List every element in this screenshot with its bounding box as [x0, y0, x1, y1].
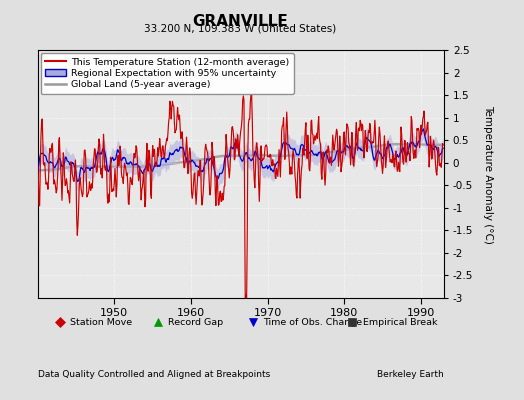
Text: Berkeley Earth: Berkeley Earth — [377, 370, 444, 379]
Text: Data Quality Controlled and Aligned at Breakpoints: Data Quality Controlled and Aligned at B… — [38, 370, 270, 379]
Text: Time of Obs. Change: Time of Obs. Change — [263, 318, 362, 327]
Text: GRANVILLE: GRANVILLE — [193, 14, 288, 29]
Legend: This Temperature Station (12-month average), Regional Expectation with 95% uncer: This Temperature Station (12-month avera… — [40, 53, 294, 94]
Text: 33.200 N, 109.383 W (United States): 33.200 N, 109.383 W (United States) — [145, 23, 336, 33]
Text: Record Gap: Record Gap — [168, 318, 223, 327]
Text: Empirical Break: Empirical Break — [363, 318, 437, 327]
Text: Station Move: Station Move — [70, 318, 133, 327]
Y-axis label: Temperature Anomaly (°C): Temperature Anomaly (°C) — [483, 104, 493, 244]
